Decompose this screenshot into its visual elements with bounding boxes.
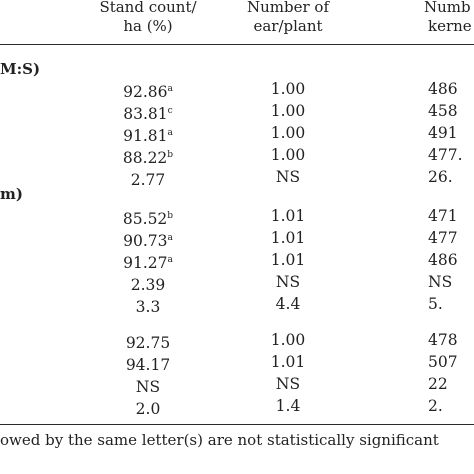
ear-per-plant-cell: 1.00: [270, 80, 306, 98]
ear-per-plant-cell: 4.4: [275, 295, 301, 313]
table-row: 2.39 NS NS: [0, 271, 474, 296]
header-rule: [0, 44, 474, 45]
stand-count-cell: NS: [98, 373, 198, 398]
table-row: 83.81c 1.00 458: [0, 100, 474, 125]
stand-count-cell: 91.27a: [98, 249, 198, 274]
header-stand-count-line1: Stand count/: [99, 0, 197, 16]
stand-count-value: 2.39: [130, 276, 166, 294]
kernel-number-cell: 458: [428, 102, 458, 120]
table-row: 2.77 NS 26.: [0, 166, 474, 191]
significance-letter: b: [167, 150, 174, 160]
kernel-number-cell: 22: [428, 375, 448, 393]
stand-count-value: 88.22: [122, 149, 168, 167]
ear-per-plant-cell: 1.00: [270, 146, 306, 164]
header-kernel-number: Numb kerne: [424, 0, 474, 36]
significance-letter: a: [167, 128, 173, 138]
header-ear-per-plant: Number of ear/plant: [238, 0, 338, 36]
table-row: 92.75 1.00 478: [0, 329, 474, 354]
header-stand-count-line2: ha (%): [123, 17, 173, 35]
table-row: NS NS 22: [0, 373, 474, 398]
stand-count-value: NS: [135, 378, 161, 396]
section-label-1: M:S): [0, 60, 41, 78]
kernel-number-cell: 477.: [428, 146, 463, 164]
stand-count-value: 90.73: [123, 232, 168, 250]
stand-count-cell: 92.86a: [98, 78, 198, 103]
ear-per-plant-cell: 1.4: [275, 397, 301, 415]
kernel-number-cell: 2.: [428, 397, 443, 415]
stand-count-value: 85.52: [122, 210, 168, 228]
kernel-number-cell: 26.: [428, 168, 453, 186]
ear-per-plant-cell: 1.00: [270, 331, 306, 349]
ear-per-plant-cell: 1.01: [270, 353, 306, 371]
significance-letter: a: [167, 255, 173, 265]
ear-per-plant-cell: NS: [275, 375, 301, 393]
stand-count-value: 92.86: [123, 83, 168, 101]
kernel-number-cell: 486: [428, 80, 458, 98]
table-row: 88.22b 1.00 477.: [0, 144, 474, 169]
stand-count-cell: 92.75: [98, 329, 198, 354]
stand-count-value: 3.3: [135, 298, 161, 316]
kernel-number-cell: 5.: [428, 295, 443, 313]
header-ear-per-plant-line2: ear/plant: [253, 17, 323, 35]
stand-count-cell: 94.17: [98, 351, 198, 376]
kernel-number-cell: 507: [428, 353, 458, 371]
table-row: 91.27a 1.01 486: [0, 249, 474, 274]
table-row: 2.0 1.4 2.: [0, 395, 474, 420]
stand-count-value: 2.0: [135, 400, 161, 418]
table-bottom-rule: [0, 424, 474, 425]
stand-count-cell: 2.0: [98, 395, 198, 420]
kernel-number-cell: NS: [428, 273, 453, 291]
table-row: 92.86a 1.00 486: [0, 78, 474, 103]
stand-count-cell: 90.73a: [98, 227, 198, 252]
kernel-number-cell: 477: [428, 229, 458, 247]
stand-count-value: 91.81: [123, 127, 168, 145]
significance-letter: a: [167, 233, 173, 243]
kernel-number-cell: 486: [428, 251, 458, 269]
table-row: 3.3 4.4 5.: [0, 293, 474, 318]
header-stand-count: Stand count/ ha (%): [98, 0, 198, 36]
table-row: 94.17 1.01 507: [0, 351, 474, 376]
ear-per-plant-cell: 1.01: [270, 229, 306, 247]
ear-per-plant-cell: 1.01: [270, 251, 306, 269]
ear-per-plant-cell: 1.00: [270, 124, 306, 142]
kernel-number-cell: 478: [428, 331, 458, 349]
stand-count-value: 2.77: [130, 171, 166, 189]
significance-letter: b: [167, 211, 174, 221]
stand-count-cell: 88.22b: [98, 144, 198, 169]
table-row: 91.81a 1.00 491: [0, 122, 474, 147]
header-kernel-number-line2: kerne: [428, 17, 472, 35]
stand-count-value: 94.17: [125, 356, 171, 374]
stand-count-cell: 91.81a: [98, 122, 198, 147]
stand-count-cell: 83.81c: [98, 100, 198, 125]
stand-count-value: 83.81: [123, 105, 168, 123]
header-ear-per-plant-line1: Number of: [246, 0, 329, 16]
significance-letter: c: [167, 106, 173, 116]
kernel-number-cell: 491: [428, 124, 458, 142]
stand-count-value: 92.75: [125, 334, 171, 352]
stand-count-cell: 85.52b: [98, 205, 198, 230]
stand-count-cell: 2.39: [98, 271, 198, 296]
ear-per-plant-cell: 1.01: [270, 207, 306, 225]
table-row: 85.52b 1.01 471: [0, 205, 474, 230]
ear-per-plant-cell: 1.00: [270, 102, 306, 120]
significance-letter: a: [167, 84, 173, 94]
stand-count-value: 91.27: [123, 254, 168, 272]
stand-count-cell: 2.77: [98, 166, 198, 191]
table-footnote: owed by the same letter(s) are not stati…: [0, 431, 439, 449]
table-row: 90.73a 1.01 477: [0, 227, 474, 252]
ear-per-plant-cell: NS: [275, 168, 301, 186]
stand-count-cell: 3.3: [98, 293, 198, 318]
header-kernel-number-line1: Numb: [424, 0, 471, 16]
section-label-2: m): [0, 185, 23, 203]
kernel-number-cell: 471: [428, 207, 458, 225]
ear-per-plant-cell: NS: [275, 273, 301, 291]
